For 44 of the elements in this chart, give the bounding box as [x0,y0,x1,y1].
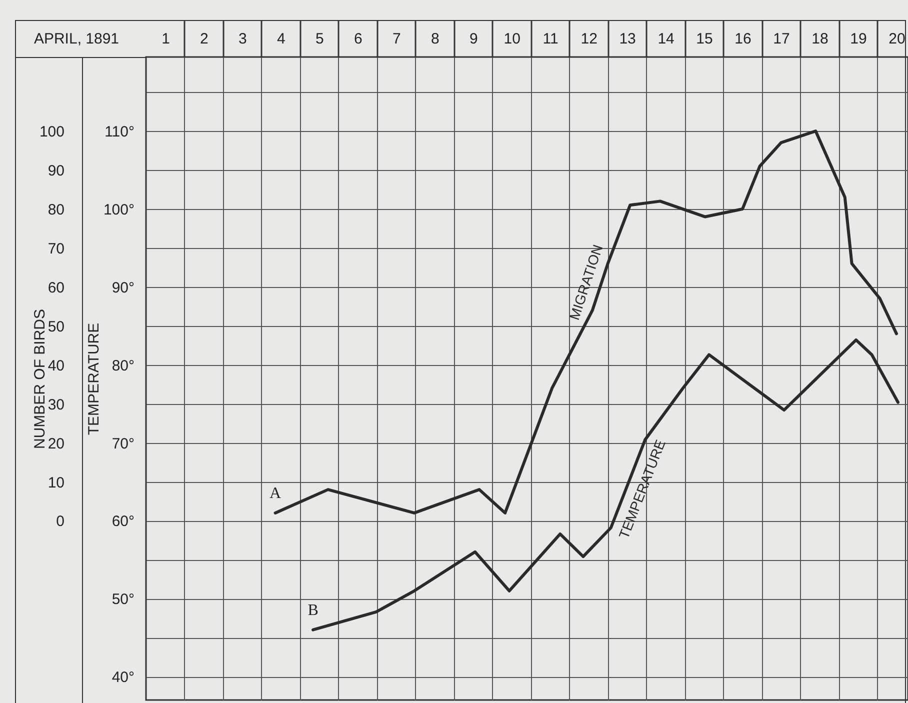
x-tick-label: 8 [430,30,440,48]
x-tick-label: 16 [734,30,752,48]
x-tick-label: 3 [238,30,247,48]
y-tick-label: 0 [56,513,64,530]
y-tick-label: 50 [48,318,64,336]
x-tick-label: 18 [812,30,828,48]
x-tick-label: 15 [696,30,713,48]
y-tick-label: 60 [48,279,64,296]
y2-tick-label: 80° [112,357,134,374]
y-tick-label: 80 [48,201,64,218]
x-tick-label: 19 [850,30,867,48]
y-tick-label: 20 [48,435,64,452]
x-tick-label: 5 [316,30,324,48]
y2-tick-label: 110° [104,124,134,141]
y2-tick-label: 90° [112,279,134,296]
annotation: A [270,484,282,502]
y2-tick-label: 100° [103,201,134,218]
y2-tick-label: 60° [112,513,134,530]
x-axis-title: APRIL, 1891 [34,30,120,48]
y-axis-title: NUMBER OF BIRDS [31,308,48,450]
y2-tick-label: 40° [112,669,134,686]
x-tick-label: 14 [658,30,674,48]
y2-tick-label: 70° [112,435,134,452]
x-tick-label: 2 [200,30,208,48]
x-tick-label: 6 [354,30,362,48]
y2-axis-title: TEMPERATURE [85,322,102,436]
x-tick-label: 17 [773,30,790,48]
y2-tick-label: 50° [112,591,134,608]
x-tick-label: 13 [619,30,636,48]
y-tick-label: 100 [39,124,64,141]
x-tick-label: 1 [162,30,170,48]
y-tick-label: 40 [48,357,64,374]
annotation: B [308,602,318,619]
y-tick-label: 30 [48,396,64,414]
y-tick-label: 10 [48,474,64,492]
y-tick-label: 70 [48,240,64,258]
x-tick-label: 10 [504,30,520,48]
x-tick-label: 11 [542,30,558,48]
x-tick-label: 7 [392,30,401,48]
x-tick-label: 20 [888,30,906,48]
x-tick-label: 12 [580,30,598,48]
y-tick-label: 90 [48,162,64,180]
x-tick-label: 4 [277,30,286,48]
x-tick-label: 9 [469,30,478,48]
